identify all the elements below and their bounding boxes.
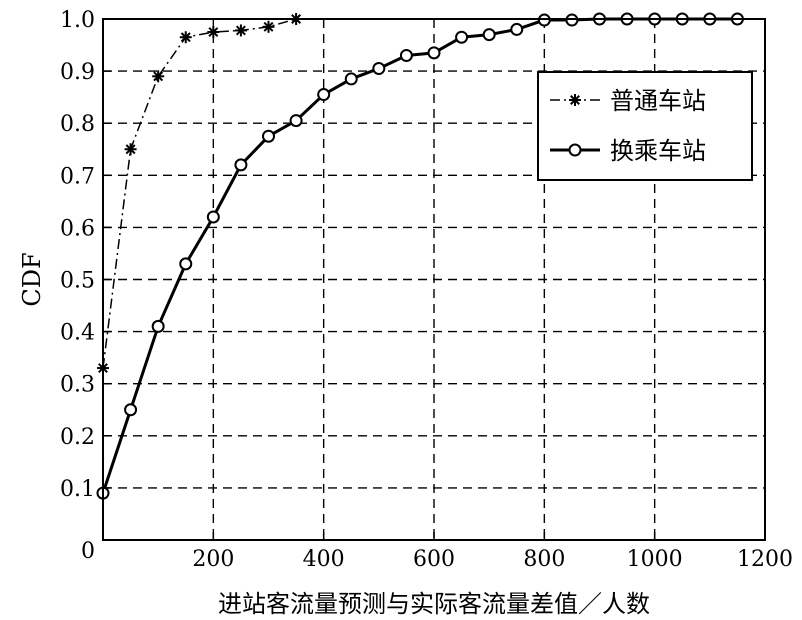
y-tick-label: 0.5 <box>60 269 95 294</box>
circle-marker <box>179 257 193 271</box>
circle-marker <box>565 13 579 27</box>
circle-marker <box>568 143 582 157</box>
circle-marker <box>344 72 358 86</box>
y-tick-label: 0.9 <box>60 60 95 85</box>
circle-marker <box>455 30 469 44</box>
y-tick-label: 0 <box>81 539 95 564</box>
circle-marker <box>151 319 165 333</box>
circle-marker <box>372 61 386 75</box>
y-tick-label: 0.6 <box>60 216 95 241</box>
circle-marker <box>537 13 551 27</box>
y-tick-label: 0.3 <box>60 373 95 398</box>
star-marker <box>234 24 247 37</box>
grid-lines <box>103 19 765 540</box>
circle-marker <box>206 210 220 224</box>
legend-label: 换乘车站 <box>610 137 706 165</box>
legend-label: 普通车站 <box>610 87 706 115</box>
star-marker <box>207 26 220 39</box>
x-tick-label: 1200 <box>737 547 793 572</box>
y-axis-title: CDF <box>18 252 46 306</box>
series-layer <box>96 12 744 500</box>
x-tick-label: 600 <box>413 547 455 572</box>
x-tick-label: 800 <box>523 547 565 572</box>
circle-marker <box>124 403 138 417</box>
y-tick-label: 0.8 <box>60 112 95 137</box>
x-tick-label: 400 <box>303 547 345 572</box>
x-axis-title: 进站客流量预测与实际客流量差值／人数 <box>218 590 650 618</box>
x-tick-label: 1000 <box>627 547 683 572</box>
legend-entry: 普通车站 <box>550 87 706 115</box>
legend-box <box>537 71 753 181</box>
tick-labels: 200 400 600 800 1000 1200 0 0.1 0.2 0.3 0.4 0.5 0.6 0… <box>60 8 793 572</box>
circle-marker <box>262 129 275 143</box>
star-marker <box>569 94 581 106</box>
circle-marker <box>317 88 331 102</box>
y-tick-label: 0.7 <box>60 164 95 189</box>
y-tick-label: 0.1 <box>60 477 95 502</box>
star-marker <box>262 20 275 33</box>
y-tick-label: 0.4 <box>60 321 95 346</box>
circle-marker <box>510 22 524 36</box>
star-marker <box>179 31 192 44</box>
circle-marker <box>289 114 303 128</box>
circle-marker <box>399 48 413 62</box>
star-marker <box>152 70 165 83</box>
circle-marker <box>482 28 496 42</box>
legend-entry: 换乘车站 <box>550 137 706 165</box>
x-tick-label: 200 <box>192 547 234 572</box>
y-tick-label: 1.0 <box>60 8 95 33</box>
star-marker <box>124 143 137 156</box>
y-tick-label: 0.2 <box>60 425 95 450</box>
circle-marker <box>427 46 441 60</box>
circle-marker <box>234 158 248 172</box>
